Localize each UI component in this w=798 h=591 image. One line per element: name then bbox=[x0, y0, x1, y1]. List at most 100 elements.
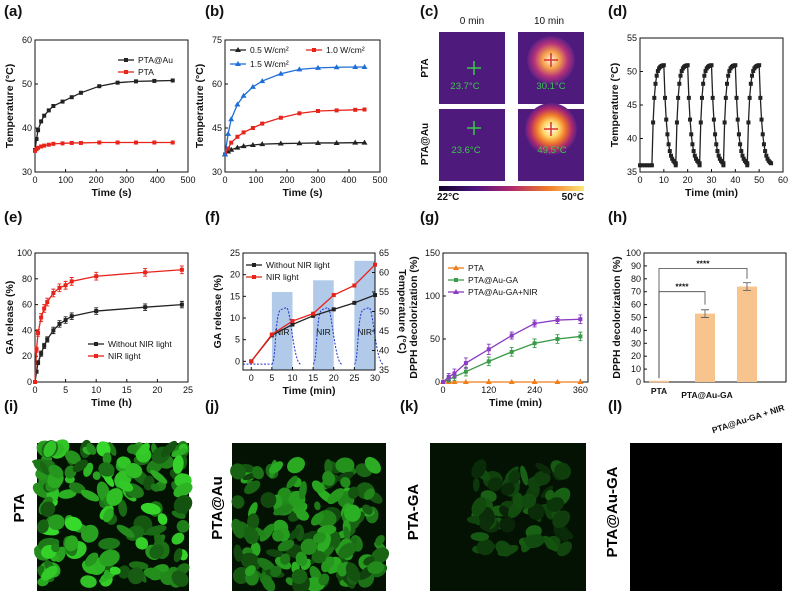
panel-label-h: (h) bbox=[608, 209, 627, 226]
cell bbox=[240, 552, 262, 571]
cell bbox=[128, 561, 149, 570]
data-point bbox=[152, 78, 157, 83]
cell bbox=[118, 499, 128, 517]
data-point bbox=[234, 101, 241, 107]
data-point bbox=[60, 141, 65, 146]
y-tick-label: 50 bbox=[627, 67, 637, 77]
legend-marker bbox=[124, 70, 128, 74]
data-point bbox=[226, 146, 231, 151]
chart-g-dpph-kinetics: 0 120 240 360 0 50 100 150 Time (min) DPPH decolo… bbox=[408, 248, 589, 409]
x-axis-label: Time (s) bbox=[282, 187, 322, 199]
data-point bbox=[721, 161, 726, 166]
fluor-label-ptaauga: PTA@Au-GA bbox=[604, 466, 621, 557]
significance-label: **** bbox=[696, 258, 710, 268]
data-point bbox=[143, 305, 148, 310]
x-tick-label: 20 bbox=[152, 385, 162, 395]
x-tick-label: 15 bbox=[308, 373, 318, 383]
cell bbox=[103, 508, 114, 523]
y-tick-label: 0 bbox=[27, 377, 32, 387]
chart-f-pulsed-release: NIR NIR NIR 0 5 10 15 20 25 30 0 5 10 15 20 25 Time (min… bbox=[212, 248, 408, 397]
y-tick-label: 80 bbox=[22, 274, 32, 284]
cell bbox=[173, 482, 193, 498]
y-tick-label: 150 bbox=[425, 248, 440, 258]
legend-marker bbox=[454, 278, 458, 282]
data-point bbox=[452, 371, 457, 376]
data-point bbox=[670, 156, 675, 161]
cell bbox=[495, 540, 512, 557]
data-point bbox=[740, 153, 745, 158]
data-point bbox=[39, 351, 44, 356]
cell bbox=[125, 463, 143, 479]
data-point bbox=[373, 293, 377, 298]
panel-label-e: (e) bbox=[4, 209, 22, 226]
cell bbox=[337, 562, 348, 577]
y-tick-label: 10 bbox=[631, 364, 641, 374]
y-tick-label: 40 bbox=[631, 325, 641, 335]
data-point bbox=[42, 343, 47, 348]
cell bbox=[367, 561, 385, 575]
cell bbox=[265, 549, 285, 558]
panel-label-k: (k) bbox=[400, 398, 418, 415]
data-point bbox=[373, 262, 377, 267]
data-point bbox=[69, 95, 74, 100]
y-tick-label: 90 bbox=[631, 261, 641, 271]
cell bbox=[364, 456, 381, 474]
data-point bbox=[315, 139, 321, 145]
data-point bbox=[509, 349, 514, 354]
x-tick-label: 120 bbox=[481, 385, 496, 395]
cell bbox=[277, 539, 295, 552]
data-point bbox=[745, 161, 750, 166]
nir-band-label: NIR bbox=[275, 327, 290, 337]
y-tick-label: 100 bbox=[17, 248, 32, 258]
data-point bbox=[352, 63, 359, 69]
y-axis-label: DPPH decolorization (%) bbox=[408, 256, 420, 379]
x-tick-label: 40 bbox=[730, 175, 740, 185]
y-tick-label: 20 bbox=[22, 351, 32, 361]
panel-label-c: (c) bbox=[420, 3, 438, 20]
data-point bbox=[485, 379, 492, 384]
cell bbox=[118, 480, 134, 492]
y-tick-label: 80 bbox=[631, 274, 641, 284]
data-point bbox=[697, 163, 702, 168]
data-point bbox=[577, 379, 584, 384]
data-point bbox=[676, 95, 681, 100]
data-point bbox=[739, 149, 744, 154]
data-point bbox=[296, 66, 303, 72]
thermal-reading-pta-0min: 23.7°C bbox=[450, 81, 479, 92]
cell bbox=[501, 482, 515, 496]
panel-label-i: (i) bbox=[4, 398, 18, 415]
data-point bbox=[278, 115, 283, 120]
cell bbox=[250, 541, 261, 557]
cell bbox=[312, 532, 326, 544]
data-point bbox=[39, 144, 44, 149]
y-tick-label: 75 bbox=[212, 35, 222, 45]
data-point bbox=[664, 117, 669, 122]
data-point bbox=[94, 309, 99, 314]
legend-label: 1.5 W/cm² bbox=[250, 59, 289, 69]
cell bbox=[471, 496, 487, 516]
data-point bbox=[677, 81, 682, 86]
nir-band-label: NIR bbox=[357, 327, 372, 337]
data-point bbox=[764, 153, 769, 158]
data-point bbox=[45, 300, 50, 305]
cell bbox=[487, 477, 503, 492]
legend-label: PTA@Au-GA bbox=[468, 275, 518, 285]
cell bbox=[257, 557, 276, 573]
plot-frame bbox=[34, 252, 189, 383]
y-right-tick-label: 55 bbox=[379, 287, 389, 297]
data-point bbox=[765, 156, 770, 161]
data-point bbox=[69, 279, 74, 284]
data-point bbox=[34, 137, 39, 141]
data-point bbox=[726, 73, 731, 78]
x-tick-label: 300 bbox=[310, 175, 325, 185]
data-point bbox=[297, 111, 302, 116]
x-tick-label: 500 bbox=[180, 175, 195, 185]
data-point bbox=[694, 156, 699, 161]
y-tick-label: 30 bbox=[22, 167, 32, 177]
cell bbox=[65, 450, 81, 465]
x-tick-label: 20 bbox=[683, 175, 693, 185]
y-tick-label: 10 bbox=[230, 313, 240, 323]
data-point bbox=[555, 337, 560, 341]
y-axis-label: GA release (%) bbox=[212, 275, 224, 349]
nir-band bbox=[271, 292, 293, 370]
